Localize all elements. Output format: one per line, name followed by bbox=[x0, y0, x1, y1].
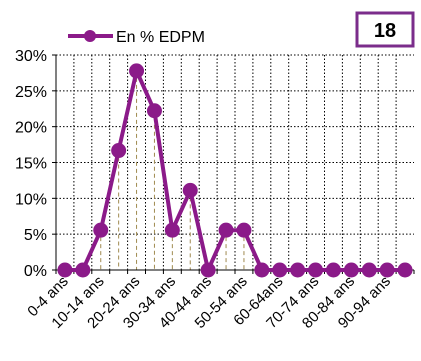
data-point bbox=[93, 222, 109, 238]
data-point bbox=[236, 222, 252, 238]
drop-lines bbox=[100, 70, 245, 270]
y-tick-label: 5% bbox=[24, 227, 47, 244]
y-tick-label: 15% bbox=[15, 156, 47, 173]
y-tick-label: 20% bbox=[15, 120, 47, 137]
badge: 18 bbox=[355, 11, 415, 48]
data-point bbox=[290, 262, 306, 278]
badge-box bbox=[355, 11, 415, 48]
data-point bbox=[146, 103, 162, 119]
y-tick-label: 25% bbox=[15, 84, 47, 101]
legend-marker bbox=[84, 30, 96, 42]
data-point bbox=[200, 262, 216, 278]
series-points bbox=[57, 63, 413, 278]
data-point bbox=[75, 262, 91, 278]
y-tick-label: 0% bbox=[24, 263, 47, 280]
y-tick-label: 30% bbox=[15, 48, 47, 65]
data-point bbox=[182, 182, 198, 198]
grid bbox=[56, 54, 414, 270]
legend: En % EDPM bbox=[68, 29, 205, 46]
data-point bbox=[272, 262, 288, 278]
data-point bbox=[57, 262, 73, 278]
data-point bbox=[129, 63, 145, 79]
data-point bbox=[164, 222, 180, 238]
data-point bbox=[325, 262, 341, 278]
data-point bbox=[254, 262, 270, 278]
data-point bbox=[111, 143, 127, 159]
legend-label: En % EDPM bbox=[116, 29, 205, 46]
axes bbox=[52, 54, 415, 274]
data-point bbox=[343, 262, 359, 278]
data-point bbox=[397, 262, 413, 278]
data-point bbox=[379, 262, 395, 278]
data-point bbox=[361, 262, 377, 278]
y-tick-label: 10% bbox=[15, 191, 47, 208]
y-tick-labels: 0% 5% 10% 15% 20% 25% 30% bbox=[15, 48, 47, 280]
data-point bbox=[218, 222, 234, 238]
data-point bbox=[308, 262, 324, 278]
badge-text: 18 bbox=[374, 20, 396, 42]
